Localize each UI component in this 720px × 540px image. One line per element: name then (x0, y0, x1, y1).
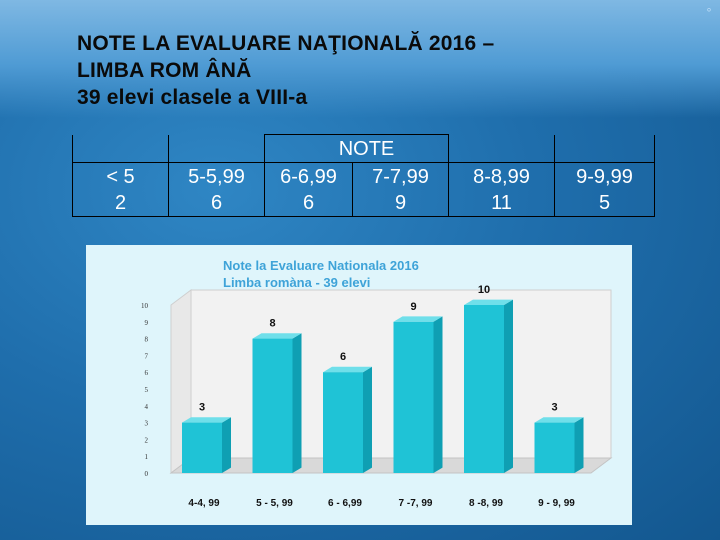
bar (323, 372, 363, 473)
table-cell-count: 11 (448, 189, 555, 217)
x-tick-label: 5 - 5, 99 (256, 498, 293, 509)
bar-side (292, 333, 302, 473)
bar-top (182, 417, 231, 423)
y-axis-ticks: 0 1 2 3 4 5 6 7 8 9 10 (141, 302, 149, 478)
x-tick-label: 6 - 6,99 (328, 498, 362, 509)
bar-side (363, 366, 372, 473)
bar (182, 422, 222, 473)
table-cell-count: 6 (168, 189, 265, 217)
title-line-2: LIMBA ROM ÂNĂ (77, 59, 252, 82)
bar-chart-panel: Note la Evaluare Nationala 2016 Limba ro… (86, 245, 632, 525)
bar-value-label: 9 (410, 301, 416, 313)
y-tick-label: 3 (145, 420, 149, 428)
table-cell-count: 9 (352, 189, 449, 217)
table-cell-count: 5 (554, 189, 655, 217)
slide-corner-icon: ◦ (706, 1, 712, 17)
bar-top (252, 333, 302, 339)
bar-side (574, 417, 584, 473)
bar-side (433, 316, 443, 473)
bar-value-label: 8 (269, 318, 275, 330)
table-cell-count: 6 (264, 189, 353, 217)
y-tick-label: 8 (145, 336, 149, 344)
table-column-header: 8-8,99 (448, 162, 555, 190)
y-tick-label: 9 (145, 319, 149, 327)
chart-subtitle: Limba romàna - 39 elevi (223, 275, 370, 290)
table-group-header: NOTE (264, 134, 449, 163)
table-header-spacer (72, 134, 169, 163)
bar-value-label: 3 (199, 402, 205, 414)
title-line-3: 39 elevi clasele a VIII-a (77, 86, 308, 109)
bar (252, 338, 293, 473)
bar-value-label: 6 (340, 351, 346, 363)
x-tick-label: 8 -8, 99 (469, 498, 503, 509)
y-tick-label: 7 (145, 352, 149, 360)
x-tick-label: 7 -7, 99 (399, 498, 433, 509)
table-column-header: 6-6,99 (264, 162, 353, 190)
y-tick-label: 5 (145, 386, 149, 394)
table-header-spacer (554, 134, 655, 163)
bar-value-labels: 3 8 6 9 10 3 (199, 284, 558, 414)
bar-chart: Note la Evaluare Nationala 2016 Limba ro… (141, 258, 613, 509)
bars (182, 299, 584, 473)
x-axis-labels: 4-4, 99 5 - 5, 99 6 - 6,99 7 -7, 99 8 -8, 99… (188, 498, 575, 509)
bar-top (393, 316, 443, 322)
header-band (0, 0, 720, 118)
x-tick-label: 4-4, 99 (188, 498, 220, 509)
table-column-header: 7-7,99 (352, 162, 449, 190)
y-tick-label: 6 (145, 369, 149, 377)
table-header-spacer (168, 134, 265, 163)
bar-top (534, 417, 584, 423)
bar-top (323, 366, 372, 373)
y-tick-label: 0 (145, 470, 149, 478)
x-tick-label: 9 - 9, 99 (538, 498, 575, 509)
slide-title: NOTE LA EVALUARE NAŢIONALĂ 2016 – LIMBA … (77, 30, 494, 111)
y-tick-label: 1 (145, 453, 149, 461)
bar (534, 422, 575, 473)
grade-distribution-table: NOTE < 5 5-5,99 6-6,99 7-7,99 8-8,99 9-9… (72, 134, 655, 217)
bar (464, 305, 504, 473)
y-tick-label: 4 (145, 403, 149, 411)
bar-value-label: 10 (478, 284, 490, 296)
chart-title: Note la Evaluare Nationala 2016 (223, 258, 419, 273)
bar (393, 321, 434, 473)
table-column-header: 5-5,99 (168, 162, 265, 190)
y-tick-label: 10 (141, 302, 149, 310)
bar-side (504, 299, 513, 473)
bar-side (222, 417, 231, 473)
bar-top (464, 299, 513, 305)
table-cell-count: 2 (72, 189, 169, 217)
table-column-header: < 5 (72, 162, 169, 190)
bar-value-label: 3 (551, 402, 557, 414)
table-column-header: 9-9,99 (554, 162, 655, 190)
y-tick-label: 2 (145, 436, 149, 444)
table-header-spacer (448, 134, 555, 163)
title-line-1: NOTE LA EVALUARE NAŢIONALĂ 2016 – (77, 32, 495, 55)
